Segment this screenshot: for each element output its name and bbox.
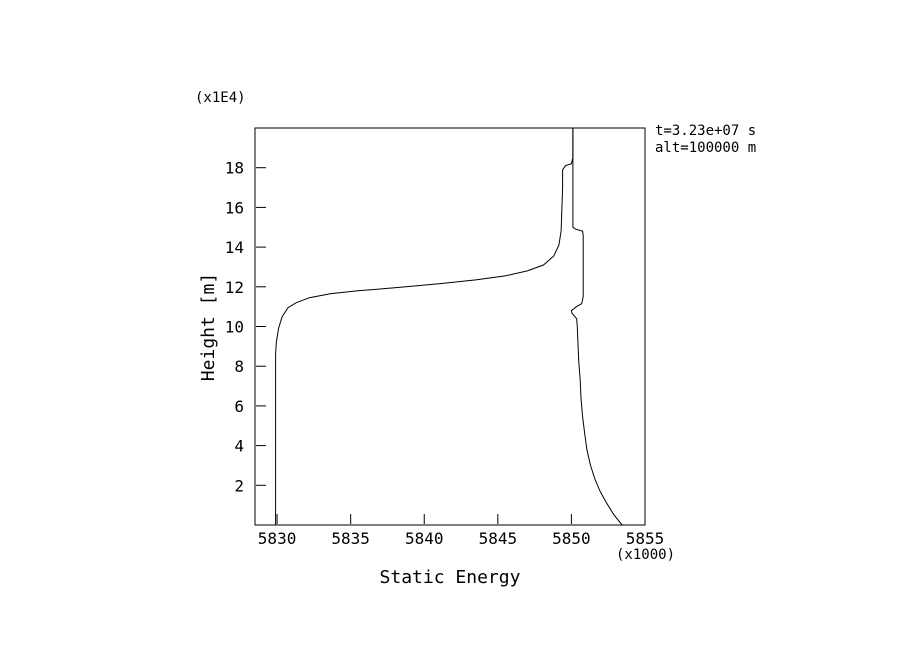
annotation-altitude: alt=100000 m — [655, 140, 757, 156]
series-curve_left — [275, 128, 574, 525]
series-curve_right — [570, 128, 623, 526]
y-axis-label: Height [m] — [198, 272, 219, 382]
annotation-time: t=3.23e+07 s — [655, 123, 757, 139]
y-tick-label: 4 — [234, 437, 244, 456]
y-tick-label: 2 — [234, 476, 244, 495]
y-tick-label: 12 — [225, 278, 244, 297]
x-tick-label: 5830 — [258, 529, 297, 548]
y-tick-label: 8 — [234, 357, 244, 376]
x-axis-scale-note: (x1000) — [616, 547, 676, 563]
x-tick-label: 5845 — [479, 529, 518, 548]
y-tick-label: 6 — [234, 397, 244, 416]
y-axis-scale-note: (x1E4) — [195, 90, 246, 106]
y-tick-label: 14 — [225, 238, 244, 257]
y-tick-label: 18 — [225, 159, 244, 178]
x-axis-label: Static Energy — [379, 567, 521, 588]
x-tick-label: 5855 — [626, 529, 665, 548]
x-tick-label: 5835 — [331, 529, 370, 548]
y-tick-label: 16 — [225, 198, 244, 217]
plot-frame — [254, 127, 646, 526]
x-tick-label: 5850 — [552, 529, 591, 548]
x-tick-label: 5840 — [405, 529, 444, 548]
y-tick-label: 10 — [225, 318, 244, 337]
